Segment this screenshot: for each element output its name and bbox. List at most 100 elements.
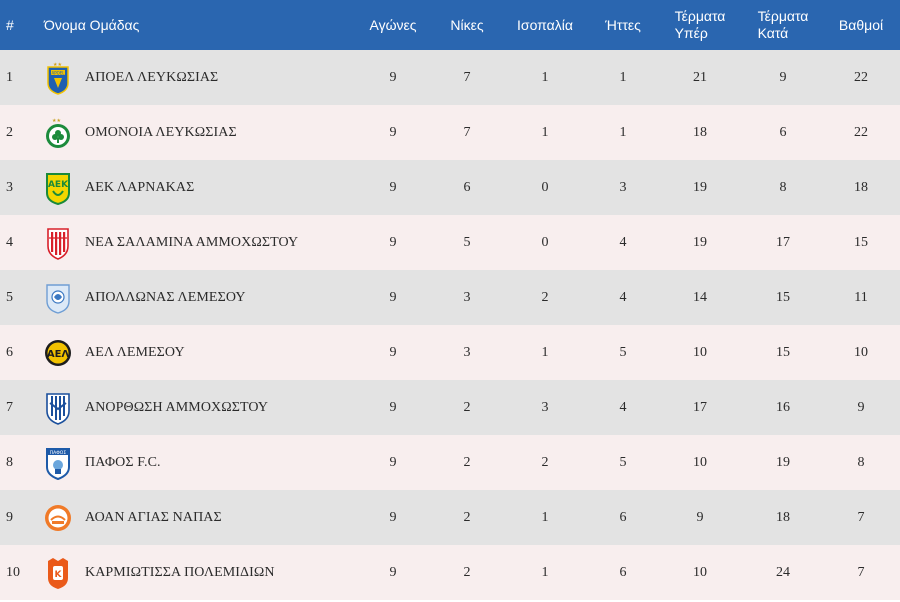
team-name[interactable]: ΑΠΟΛΛΩΝΑΣ ΛΕΜΕΣΟΥ: [85, 289, 246, 305]
losses-cell: 4: [619, 399, 627, 415]
col-header-rank[interactable]: #: [6, 16, 14, 33]
losses-cell: 3: [619, 179, 627, 195]
svg-text:★★: ★★: [53, 62, 62, 68]
col-header-draws[interactable]: Ισοπαλία: [517, 16, 573, 33]
draws-cell: 2: [541, 454, 549, 470]
points-cell: 10: [854, 344, 868, 360]
col-header-goals-against-line2: Κατά: [757, 25, 789, 41]
team-name[interactable]: ΠΑΦΟΣ F.C.: [85, 454, 161, 470]
points-cell: 18: [854, 179, 868, 195]
team-cell[interactable]: ΑΟΑΝ ΑΓΙΑΣ ΝΑΠΑΣ: [36, 490, 352, 545]
goals-for-cell: 19: [693, 179, 707, 195]
svg-text:ΠΑΦΟΣ: ΠΑΦΟΣ: [50, 450, 67, 456]
wins-cell: 3: [463, 289, 471, 305]
losses-cell: 1: [619, 124, 627, 140]
col-header-wins[interactable]: Νίκες: [450, 16, 484, 33]
table-row[interactable]: 7 ΑΝΟΡΘΩΣΗ ΑΜΜΟΧΩΣΤΟΥ 9 2 3 4 17 16 9: [0, 380, 900, 435]
wins-cell: 2: [463, 564, 471, 580]
played-cell: 9: [389, 399, 397, 415]
col-header-goals-for[interactable]: Τέρματα Υπέρ: [656, 0, 744, 50]
draws-cell: 1: [541, 69, 549, 85]
played-cell: 9: [389, 454, 397, 470]
goals-against-cell: 18: [776, 509, 790, 525]
table-row[interactable]: 4 ΝΕΑ ΣΑΛΑΜΙΝΑ ΑΜΜΟΧΩΣΤΟΥ 9 5 0 4 19 17 …: [0, 215, 900, 270]
table-row[interactable]: 5 ΑΠΟΛΛΩΝΑΣ ΛΕΜΕΣΟΥ 9 3 2 4 14 15 11: [0, 270, 900, 325]
table-row[interactable]: 2 ★★ ΟΜΟΝΟΙΑ ΛΕΥΚΩΣΙΑΣ 9 7 1 1 18 6 22: [0, 105, 900, 160]
apollon-crest-icon: [44, 281, 72, 315]
col-header-points[interactable]: Βαθμοί: [838, 16, 884, 33]
team-cell[interactable]: ΑΠΟΛΛΩΝΑΣ ΛΕΜΕΣΟΥ: [36, 270, 352, 325]
draws-cell: 2: [541, 289, 549, 305]
points-cell: 22: [854, 69, 868, 85]
col-header-goals-for-line1: Τέρματα: [674, 8, 726, 24]
table-row[interactable]: 10 K ΚΑΡΜΙΩΤΙΣΣΑ ΠΟΛΕΜΙΔΙΩΝ 9 2 1 6 10 2…: [0, 545, 900, 600]
goals-for-cell: 10: [693, 454, 707, 470]
svg-text:ΑΕΚ: ΑΕΚ: [48, 180, 69, 190]
draws-cell: 0: [541, 234, 549, 250]
goals-against-cell: 16: [776, 399, 790, 415]
losses-cell: 4: [619, 289, 627, 305]
played-cell: 9: [389, 124, 397, 140]
wins-cell: 2: [463, 454, 471, 470]
table-row[interactable]: 9 ΑΟΑΝ ΑΓΙΑΣ ΝΑΠΑΣ 9 2 1 6 9 18 7: [0, 490, 900, 545]
table-header-row: # Όνομα Ομάδας Αγώνες Νίκες Ισοπαλία Ήττ…: [0, 0, 900, 50]
goals-for-cell: 17: [693, 399, 707, 415]
team-name[interactable]: ΑΠΟΕΛ ΛΕΥΚΩΣΙΑΣ: [85, 69, 219, 85]
table-row[interactable]: 1 ★★ APOEL ΑΠΟΕΛ ΛΕΥΚΩΣΙΑΣ 9 7 1 1 21 9 2…: [0, 50, 900, 105]
goals-against-cell: 15: [776, 344, 790, 360]
ael-crest-icon: AEΛ: [44, 336, 72, 370]
team-cell[interactable]: ΑΝΟΡΘΩΣΗ ΑΜΜΟΧΩΣΤΟΥ: [36, 380, 352, 435]
played-cell: 9: [389, 234, 397, 250]
draws-cell: 1: [541, 124, 549, 140]
goals-for-cell: 9: [696, 509, 704, 525]
team-name[interactable]: ΑΟΑΝ ΑΓΙΑΣ ΝΑΠΑΣ: [85, 509, 222, 525]
aoan-crest-icon: [44, 501, 72, 535]
team-name[interactable]: ΟΜΟΝΟΙΑ ΛΕΥΚΩΣΙΑΣ: [85, 124, 237, 140]
team-name[interactable]: ΚΑΡΜΙΩΤΙΣΣΑ ΠΟΛΕΜΙΔΙΩΝ: [85, 564, 275, 580]
table-row[interactable]: 3 ΑΕΚ ΑΕΚ ΛΑΡΝΑΚΑΣ 9 6 0 3 19 8 18: [0, 160, 900, 215]
wins-cell: 3: [463, 344, 471, 360]
goals-for-cell: 18: [693, 124, 707, 140]
wins-cell: 2: [463, 399, 471, 415]
losses-cell: 1: [619, 69, 627, 85]
omonoia-crest-icon: ★★: [44, 116, 72, 150]
goals-against-cell: 24: [776, 564, 790, 580]
pafos-crest-icon: ΠΑΦΟΣ: [44, 446, 72, 480]
table-row[interactable]: 8 ΠΑΦΟΣ ΠΑΦΟΣ F.C. 9 2 2 5 10 19 8: [0, 435, 900, 490]
team-cell[interactable]: ΑΕΚ ΑΕΚ ΛΑΡΝΑΚΑΣ: [36, 160, 352, 215]
wins-cell: 6: [463, 179, 471, 195]
draws-cell: 3: [541, 399, 549, 415]
col-header-goals-against[interactable]: Τέρματα Κατά: [744, 0, 822, 50]
karmiotissa-crest-icon: K: [44, 556, 72, 590]
team-cell[interactable]: AEΛ ΑΕΛ ΛΕΜΕΣΟΥ: [36, 325, 352, 380]
col-header-losses[interactable]: Ήττες: [605, 16, 641, 33]
team-name[interactable]: ΑΝΟΡΘΩΣΗ ΑΜΜΟΧΩΣΤΟΥ: [85, 399, 269, 415]
team-name[interactable]: ΑΕΚ ΛΑΡΝΑΚΑΣ: [85, 179, 195, 195]
team-cell[interactable]: ΠΑΦΟΣ ΠΑΦΟΣ F.C.: [36, 435, 352, 490]
anorthosis-crest-icon: [44, 391, 72, 425]
goals-for-cell: 14: [693, 289, 707, 305]
losses-cell: 5: [619, 344, 627, 360]
team-cell[interactable]: K ΚΑΡΜΙΩΤΙΣΣΑ ΠΟΛΕΜΙΔΙΩΝ: [36, 545, 352, 600]
goals-for-cell: 10: [693, 344, 707, 360]
losses-cell: 6: [619, 564, 627, 580]
col-header-played[interactable]: Αγώνες: [369, 16, 417, 33]
team-name[interactable]: ΑΕΛ ΛΕΜΕΣΟΥ: [85, 344, 185, 360]
points-cell: 8: [857, 454, 865, 470]
played-cell: 9: [389, 69, 397, 85]
table-row[interactable]: 6 AEΛ ΑΕΛ ΛΕΜΕΣΟΥ 9 3 1 5 10 15 10: [0, 325, 900, 380]
wins-cell: 2: [463, 509, 471, 525]
team-cell[interactable]: ΝΕΑ ΣΑΛΑΜΙΝΑ ΑΜΜΟΧΩΣΤΟΥ: [36, 215, 352, 270]
played-cell: 9: [389, 509, 397, 525]
team-cell[interactable]: ★★ APOEL ΑΠΟΕΛ ΛΕΥΚΩΣΙΑΣ: [36, 50, 352, 105]
team-cell[interactable]: ★★ ΟΜΟΝΟΙΑ ΛΕΥΚΩΣΙΑΣ: [36, 105, 352, 160]
goals-against-cell: 8: [779, 179, 787, 195]
goals-for-cell: 19: [693, 234, 707, 250]
played-cell: 9: [389, 179, 397, 195]
col-header-team[interactable]: Όνομα Ομάδας: [36, 0, 352, 50]
aek-crest-icon: ΑΕΚ: [44, 171, 72, 205]
svg-text:APOEL: APOEL: [51, 70, 65, 75]
nea-salamina-crest-icon: [44, 226, 72, 260]
team-name[interactable]: ΝΕΑ ΣΑΛΑΜΙΝΑ ΑΜΜΟΧΩΣΤΟΥ: [85, 234, 299, 250]
